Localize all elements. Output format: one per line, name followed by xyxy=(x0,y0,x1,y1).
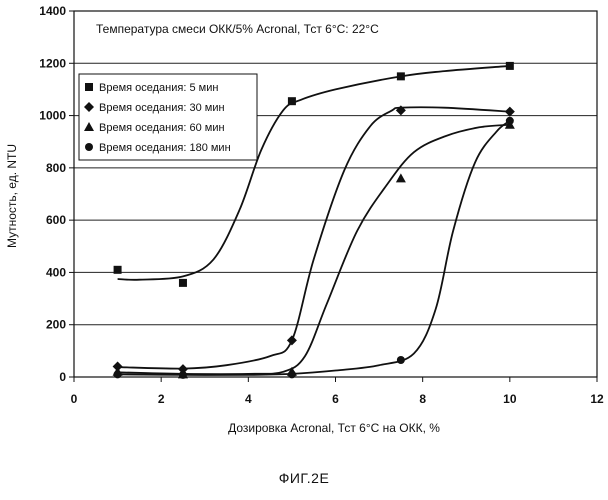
legend-marker-3 xyxy=(84,122,94,131)
legend-marker-1 xyxy=(85,83,93,91)
series-2-point xyxy=(286,335,297,346)
series-1-point xyxy=(113,265,122,274)
y-tick-label: 1400 xyxy=(39,4,66,18)
series-line-3 xyxy=(117,123,510,375)
x-tick-label: 6 xyxy=(332,392,339,406)
y-tick-label: 1000 xyxy=(39,109,66,123)
legend-marker-4 xyxy=(85,143,93,151)
x-tick-label: 0 xyxy=(71,392,78,406)
y-tick-label: 400 xyxy=(46,265,66,279)
series-line-1 xyxy=(117,65,510,281)
legend-entry-4: Время оседания: 180 мин xyxy=(99,142,231,154)
series-4-point xyxy=(178,370,187,379)
series-1-point xyxy=(505,61,514,70)
figure-caption: ФИГ.2Е xyxy=(278,470,330,486)
x-tick-label: 10 xyxy=(503,392,517,406)
series-4-point xyxy=(505,116,514,125)
chart-annotation: Температура смеси ОКК/5% Acronal, Тст 6°… xyxy=(96,22,379,36)
series-2-point xyxy=(504,106,515,117)
legend-entry-2: Время оседания: 30 мин xyxy=(99,102,225,114)
legend-entry-1: Время оседания: 5 мин xyxy=(99,82,218,94)
x-tick-label: 12 xyxy=(590,392,604,406)
legend-entry-3: Время оседания: 60 мин xyxy=(99,122,225,134)
x-tick-label: 8 xyxy=(419,392,426,406)
series-4-point xyxy=(396,356,405,365)
legend-box xyxy=(78,73,258,161)
x-tick-labels: 0 2 4 6 8 10 12 xyxy=(71,392,604,406)
legend: Время оседания: 5 мин Время оседания: 30 … xyxy=(78,73,258,161)
series-2-point xyxy=(112,361,123,372)
series-1-point xyxy=(396,72,405,81)
series-2-point xyxy=(177,364,188,375)
axes xyxy=(69,10,598,382)
x-tick-label: 4 xyxy=(245,392,252,406)
series-3-point xyxy=(395,173,406,183)
legend-marker-2 xyxy=(84,102,94,112)
series-4-point xyxy=(113,370,122,379)
y-tick-label: 1200 xyxy=(39,56,66,70)
x-tick-label: 2 xyxy=(158,392,165,406)
series-2-point xyxy=(395,105,406,116)
series-line-2 xyxy=(117,106,510,370)
y-tick-label: 200 xyxy=(46,318,66,332)
x-axis-label: Дозировка Acronal, Тст 6°C на ОКК, % xyxy=(228,421,440,435)
data-points xyxy=(112,61,515,379)
series-1-point xyxy=(287,97,296,106)
series-1-point xyxy=(178,278,187,287)
y-tick-label: 800 xyxy=(46,161,66,175)
series-4-point xyxy=(287,370,296,379)
y-tick-label: 600 xyxy=(46,213,66,227)
y-tick-label: 0 xyxy=(59,370,66,384)
y-axis-label: Мутность, ед. NTU xyxy=(5,144,19,248)
y-tick-labels: 0 200 400 600 800 1000 1200 1400 xyxy=(39,4,66,384)
